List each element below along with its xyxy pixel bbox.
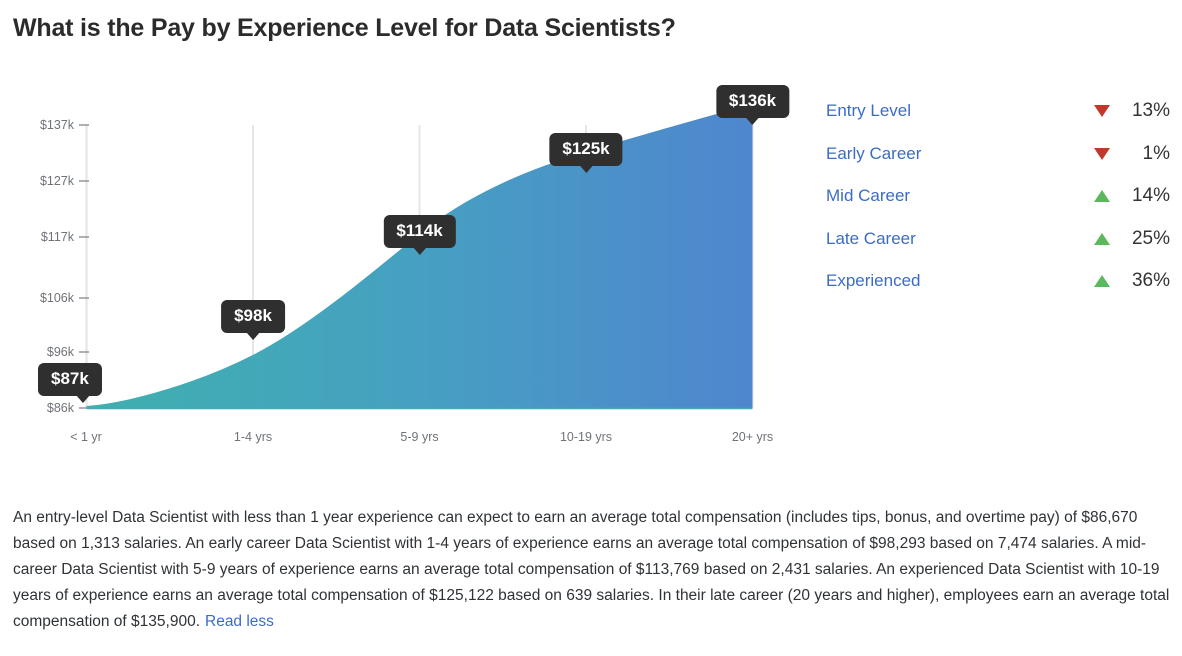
description-text: An entry-level Data Scientist with less … [13,509,1170,630]
salary-area-chart: $137k $127k $117k $106k $96k $86k < 1 yr… [0,78,810,468]
y-tick-label: $117k [40,230,74,244]
arrow-up-icon [1094,275,1110,288]
data-label-late: $125k [549,133,623,173]
legend-row-late-career[interactable]: Late Career 25% [826,218,1170,261]
legend-change-early-career: 1% [1084,143,1170,165]
x-tick-label: 1-4 yrs [233,430,273,444]
legend-percent-mid-career: 14% [1131,185,1170,207]
salary-description: An entry-level Data Scientist with less … [13,505,1170,635]
data-label-entry: $87k [38,363,102,403]
chart-plot-svg [79,104,754,410]
chart-area-fill [86,105,753,408]
legend-percent-experienced: 36% [1131,270,1170,292]
y-tick-label: $96k [46,345,74,359]
y-tick-label: $137k [39,118,74,132]
data-label-early: $98k [221,300,285,340]
arrow-up-icon [1094,232,1110,245]
legend-row-experienced[interactable]: Experienced 36% [826,260,1170,303]
y-tick-label: $86k [46,401,74,415]
legend-percent-early-career: 1% [1142,142,1170,164]
x-tick-label: < 1 yr [70,430,102,444]
legend-percent-late-career: 25% [1131,227,1170,249]
experience-legend: Entry Level 13% Early Career 1% Mid Care… [826,90,1170,303]
legend-row-early-career[interactable]: Early Career 1% [826,133,1170,176]
x-tick-label: 10-19 yrs [559,430,613,444]
legend-label-late-career[interactable]: Late Career [826,228,916,248]
legend-label-early-career[interactable]: Early Career [826,143,922,163]
legend-label-experienced[interactable]: Experienced [826,271,921,291]
x-tick-label: 5-9 yrs [400,430,439,444]
y-tick-label: $127k [39,174,74,188]
page-title: What is the Pay by Experience Level for … [13,14,676,42]
legend-change-experienced: 36% [1084,270,1170,292]
chart-y-ticks [79,124,89,409]
y-tick-label: $106k [39,291,74,305]
legend-change-entry-level: 13% [1084,100,1170,122]
arrow-down-icon [1094,147,1110,160]
legend-change-mid-career: 14% [1084,185,1170,207]
data-label-experienced: $136k [715,85,790,125]
arrow-down-icon [1094,105,1110,118]
legend-change-late-career: 25% [1084,228,1170,250]
arrow-up-icon [1094,190,1110,203]
legend-label-mid-career[interactable]: Mid Career [826,186,911,206]
legend-row-mid-career[interactable]: Mid Career 14% [826,175,1170,218]
legend-percent-entry-level: 13% [1131,100,1170,122]
legend-label-entry-level[interactable]: Entry Level [826,101,912,121]
x-tick-label: 20+ yrs [731,430,774,444]
legend-row-entry-level[interactable]: Entry Level 13% [826,90,1170,133]
data-label-mid: $114k [383,215,456,255]
read-less-link[interactable]: Read less [205,613,274,630]
